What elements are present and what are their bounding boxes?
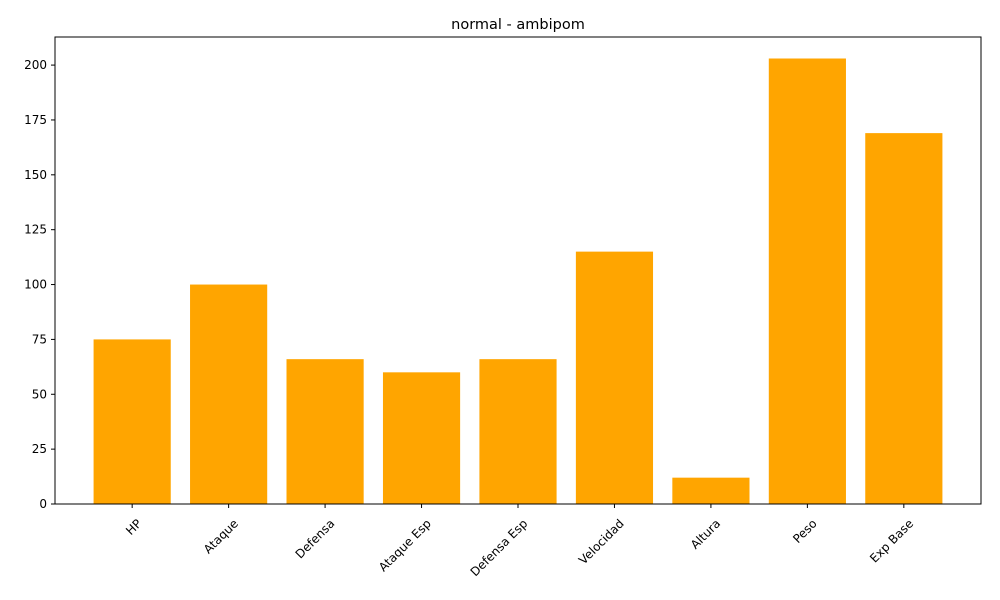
y-tick-label: 175 [24, 113, 47, 127]
y-tick-label: 50 [32, 387, 47, 401]
y-tick-label: 125 [24, 223, 47, 237]
x-tick-label: Ataque Esp [376, 516, 434, 574]
chart-title: normal - ambipom [451, 17, 585, 33]
bar-ataque-esp [382, 372, 461, 504]
y-tick-label: 200 [24, 58, 47, 72]
x-axis: HP Ataque Defensa Ataque Esp Defensa Esp Velo… [123, 504, 916, 579]
y-tick-label: 0 [39, 497, 47, 511]
bar-altura [672, 477, 750, 504]
y-tick-label: 75 [32, 332, 47, 346]
bars-group [93, 58, 943, 504]
x-tick-label: Defensa Esp [468, 516, 531, 579]
y-tick-label: 150 [24, 168, 47, 182]
y-axis: 0 25 50 75 100 125 150 175 200 [24, 58, 55, 511]
bar-hp [93, 339, 171, 504]
y-tick-label: 25 [32, 442, 47, 456]
bar-defensa-esp [479, 359, 557, 504]
x-tick-label: Velocidad [576, 516, 627, 567]
x-tick-label: Defensa [293, 516, 338, 561]
bar-ataque [190, 284, 268, 504]
bar-defensa [286, 359, 364, 504]
x-tick-label: Exp Base [867, 516, 916, 565]
x-tick-label: HP [123, 516, 144, 537]
x-tick-label: Altura [688, 516, 723, 551]
plot-frame [54, 36, 982, 505]
x-tick-label: Ataque [201, 516, 241, 556]
bar-peso [768, 58, 846, 504]
y-tick-label: 100 [24, 278, 47, 292]
bar-velocidad [575, 251, 654, 504]
bar-exp-base [865, 133, 943, 504]
x-tick-label: Peso [790, 516, 820, 546]
